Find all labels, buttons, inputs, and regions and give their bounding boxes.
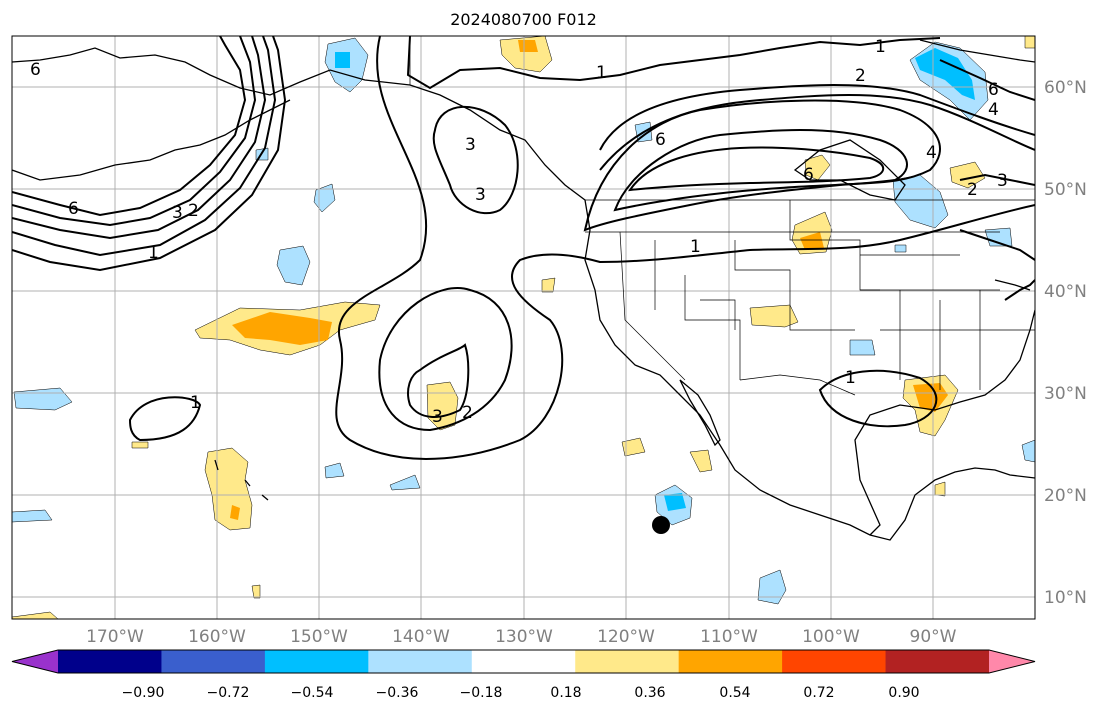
lon-label: 100°W — [802, 627, 860, 647]
contour-label: 3 — [997, 171, 1008, 191]
colorbar-segment — [264, 650, 369, 673]
contour-label: 1 — [190, 393, 201, 413]
contour-label: 3 — [475, 185, 486, 205]
lon-label: 150°W — [290, 627, 348, 647]
latitude-labels: 60°N 50°N 40°N 30°N 20°N 10°N — [1044, 78, 1087, 608]
political-borders — [409, 36, 1035, 396]
contour-label: 1 — [148, 243, 159, 263]
colorbar-tick-label: 0.90 — [888, 685, 919, 701]
map-border — [11, 35, 1036, 620]
longitude-labels: 170°W 160°W 150°W 140°W 130°W 120°W 110°… — [86, 627, 957, 647]
contour-lines — [12, 36, 1035, 460]
lon-label: 170°W — [86, 627, 144, 647]
contour-label: 6 — [655, 130, 666, 150]
contour-label: 3 — [465, 135, 476, 155]
colorbar-tick-label: 0.72 — [803, 685, 834, 701]
contour-label: 4 — [988, 100, 999, 120]
colorbar-segment — [161, 650, 266, 673]
storm-center-dot — [652, 516, 670, 534]
contour-labels: 6 6 3 2 1 1 2 6 4 6 3 3 6 2 3 4 1 1 1 3 … — [30, 37, 1008, 427]
contour-label: 3 — [432, 407, 443, 427]
colorbar-tick-label: −0.18 — [460, 685, 503, 701]
contour-label: 1 — [875, 37, 886, 57]
lat-label: 40°N — [1044, 282, 1087, 302]
lat-label: 50°N — [1044, 180, 1087, 200]
lon-label: 130°W — [495, 627, 553, 647]
contour-label: 1 — [596, 63, 607, 83]
contour-label: 2 — [855, 66, 866, 86]
lat-label: 60°N — [1044, 78, 1087, 98]
colorbar-tick-labels: −0.90 −0.72 −0.54 −0.36 −0.18 0.18 0.36 … — [122, 685, 920, 701]
contour-label: 2 — [462, 403, 473, 423]
colorbar-segment — [368, 650, 473, 673]
lat-label: 10°N — [1044, 588, 1087, 608]
contour-label: 6 — [803, 165, 814, 185]
contour-label: 2 — [967, 180, 978, 200]
contour-label: 6 — [988, 80, 999, 100]
colorbar-segment — [58, 650, 162, 673]
contour-label: 6 — [30, 60, 41, 80]
contour-label: 4 — [926, 143, 937, 163]
positive-anomaly-shading — [12, 36, 1035, 619]
colorbar-segment — [782, 650, 887, 673]
contour-label: 1 — [845, 368, 856, 388]
lat-label: 20°N — [1044, 486, 1087, 506]
colorbar-extend-high — [989, 650, 1035, 673]
colorbar-segment — [678, 650, 783, 673]
coastlines — [12, 39, 1035, 541]
colorbar-tick-label: −0.54 — [291, 685, 334, 701]
colorbar-tick-label: 0.54 — [719, 685, 750, 701]
lon-label: 90°W — [910, 627, 957, 647]
colorbar-tick-label: 0.18 — [550, 685, 581, 701]
colorbar-tick-label: 0.36 — [634, 685, 665, 701]
lon-label: 140°W — [392, 627, 450, 647]
colorbar-tick-label: −0.36 — [376, 685, 419, 701]
lat-label: 30°N — [1044, 384, 1087, 404]
colorbar-outline — [11, 649, 1036, 674]
colorbar-tick-label: −0.72 — [207, 685, 250, 701]
contour-label: 6 — [68, 199, 79, 219]
lon-label: 120°W — [597, 627, 655, 647]
contour-label: 1 — [690, 237, 701, 257]
colorbar-segment — [885, 650, 990, 673]
lon-label: 160°W — [188, 627, 246, 647]
colorbar-extend-low — [12, 650, 58, 673]
colorbar-segment — [471, 650, 576, 673]
lon-label: 110°W — [700, 627, 758, 647]
colorbar-segment — [575, 650, 680, 673]
contour-label: 3 — [172, 203, 183, 223]
map-title: 2024080700 F012 — [450, 10, 597, 29]
contour-label: 2 — [188, 201, 199, 221]
colorbar-tick-label: −0.90 — [122, 685, 165, 701]
colorbar — [11, 649, 1036, 674]
